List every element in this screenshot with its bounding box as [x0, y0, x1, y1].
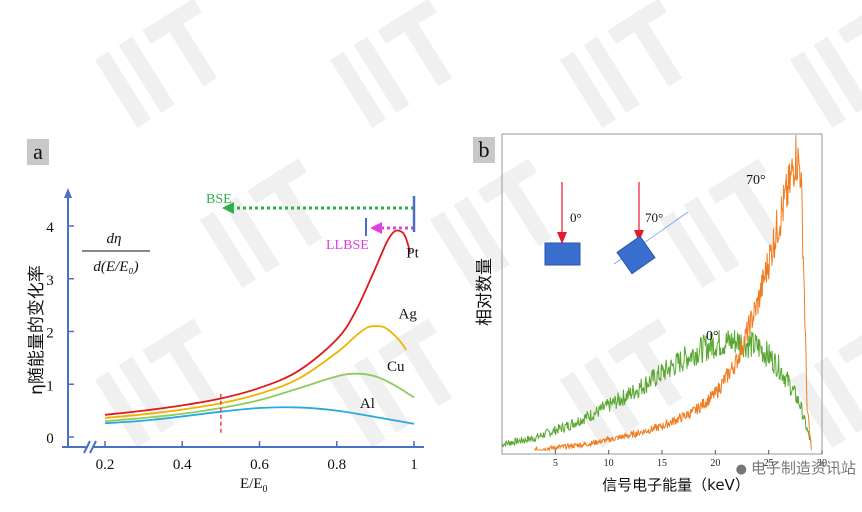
panel-a-ytick-label: 0 [46, 431, 54, 447]
axis-break-mark [83, 440, 91, 454]
watermark-mark [790, 318, 862, 448]
watermark-mark [330, 318, 453, 448]
panel-a-xtick-label: 1 [410, 457, 418, 473]
series-label-ag: Ag [399, 306, 418, 322]
watermark-label: ● 电子制造资讯站 [736, 457, 856, 478]
panel-b-xtick-label: 20 [710, 458, 720, 469]
series-label-al: Al [360, 396, 375, 412]
panel-a-ylabel: η随能量的变化率 [27, 265, 47, 395]
panel-b-series [501, 135, 812, 452]
panel-b-xtick-label: 25 [764, 458, 774, 469]
panel-b-xtick-label: 15 [657, 458, 667, 469]
panel-a-ytick-label: 2 [46, 326, 54, 342]
inset-label-0deg: 0° [570, 210, 582, 225]
watermark-mark [560, 0, 683, 128]
panel-b-ylabel: 相对数量 [475, 258, 495, 326]
series-label-cu: Cu [387, 359, 405, 375]
series-line-ag [104, 325, 408, 419]
formula-numerator: dη [107, 231, 122, 247]
panel-a-xlabel-sub: 0 [263, 484, 268, 495]
panel-b-xtick-label: 10 [604, 458, 614, 469]
llbse-arrow [365, 218, 414, 236]
bse-arrow [222, 202, 414, 214]
panel-a-xtick-label: 0.6 [250, 457, 269, 473]
panel-b-xlabel: 信号电子能量（keV） [602, 476, 750, 494]
sample-block-0deg [544, 242, 581, 266]
llbse-label: LLBSE [326, 238, 369, 253]
series-line-al [104, 406, 415, 425]
inset-label-70deg: 70° [645, 210, 663, 225]
series-line-cu [104, 372, 415, 423]
panel-a-xlabel: E/E0 [240, 476, 268, 495]
formula-denominator: d(E/E₀) [93, 259, 138, 275]
panel-b-xtick-label: 5 [553, 458, 558, 469]
panel-a-y-axis-arrow [64, 188, 72, 198]
panel-a-chart: 0 1 2 3 4 0.2 0.4 0.6 0.8 1 Pt Ag Cu Al [46, 188, 424, 473]
watermark-mark [560, 318, 683, 448]
panel-a-xtick-label: 0.2 [96, 457, 115, 473]
watermark-mark [330, 0, 453, 128]
bse-label: BSE [206, 192, 232, 207]
panel-a-annotations: Pt Ag Cu Al [360, 246, 420, 412]
watermark-mark [95, 0, 218, 128]
panel-b-ticks: 5 10 15 20 25 30 [553, 450, 827, 469]
panel-a-ticks: 0 1 2 3 4 0.2 0.4 0.6 0.8 1 [46, 220, 418, 473]
label-70deg: 70° [746, 173, 766, 188]
panel-a-ytick-label: 3 [46, 273, 54, 289]
spectrum-line-70deg [533, 135, 812, 452]
panel-a-tag: a [27, 139, 49, 165]
panel-a-xtick-label: 0.8 [327, 457, 346, 473]
series-line-pt [104, 229, 412, 416]
watermark-pattern [95, 0, 862, 448]
panel-b-tag: b [473, 137, 495, 163]
sample-block-70deg [616, 235, 656, 275]
watermark-mark [95, 318, 218, 448]
watermark-mark [200, 158, 323, 288]
panel-b-xtick-label: 30 [817, 458, 827, 469]
axis-break-mark [89, 440, 97, 454]
watermark-mark [430, 158, 553, 288]
spectrum-line-0deg [501, 330, 812, 448]
watermark-text: 电子制造资讯站 [750, 459, 856, 477]
panel-b-frame [501, 133, 823, 455]
label-0deg: 0° [706, 329, 719, 344]
inset-0deg-diagram [544, 182, 581, 266]
wechat-icon: ● [735, 462, 747, 477]
panel-b-chart: 5 10 15 20 25 30 [501, 133, 827, 469]
inset-70deg-diagram [613, 182, 689, 275]
watermark-mark [790, 0, 862, 128]
panel-a-series [104, 229, 415, 433]
series-label-pt: Pt [406, 246, 419, 262]
panel-a-xtick-label: 0.4 [173, 457, 192, 473]
panel-a-ytick-label: 4 [46, 220, 54, 236]
panel-a-ytick-label: 1 [46, 378, 54, 394]
watermark-mark [660, 158, 783, 288]
panel-a-xlabel-main: E/E [240, 476, 263, 492]
